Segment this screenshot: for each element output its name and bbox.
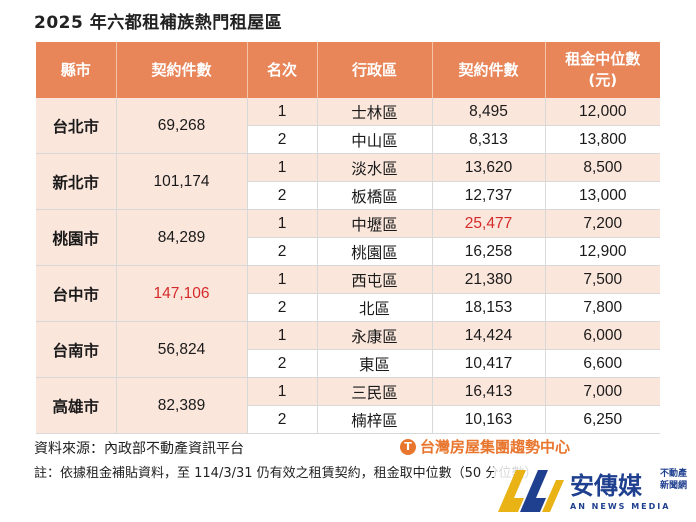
district-count-cell: 16,413 bbox=[432, 377, 546, 406]
county-cell: 台中市 bbox=[36, 265, 117, 322]
brand-logo-icon: T bbox=[400, 438, 416, 455]
table-row: 2 楠梓區 10,163 6,250 bbox=[36, 405, 660, 434]
district-cell: 中山區 bbox=[317, 125, 433, 154]
rank-cell: 2 bbox=[247, 125, 318, 154]
median-rent-cell: 6,000 bbox=[545, 321, 660, 350]
media-logo-side: 不動產 新聞網 bbox=[660, 469, 688, 491]
header-district-count: 契約件數 bbox=[432, 42, 546, 98]
median-rent-cell: 8,500 bbox=[545, 153, 660, 182]
district-cell: 三民區 bbox=[317, 377, 433, 406]
rank-cell: 2 bbox=[247, 237, 318, 266]
media-logo-mark-icon bbox=[498, 470, 564, 512]
rank-cell: 1 bbox=[247, 98, 318, 126]
district-count-cell: 14,424 bbox=[432, 321, 546, 350]
media-logo-sub: AN NEWS MEDIA bbox=[570, 502, 671, 511]
header-district: 行政區 bbox=[317, 42, 433, 98]
table-row: 桃園市 84,289 1 中壢區 25,477 7,200 bbox=[36, 209, 660, 266]
district-cell: 楠梓區 bbox=[317, 405, 433, 434]
district-cell: 東區 bbox=[317, 349, 433, 378]
county-cell: 高雄市 bbox=[36, 377, 117, 434]
median-rent-cell: 13,000 bbox=[545, 181, 660, 210]
county-total-cell: 147,106 bbox=[116, 265, 248, 322]
district-count-cell: 10,417 bbox=[432, 349, 546, 378]
county-total-cell: 69,268 bbox=[116, 98, 248, 154]
district-count-cell: 25,477 bbox=[432, 209, 546, 238]
district-count-cell: 13,620 bbox=[432, 153, 546, 182]
median-rent-cell: 7,500 bbox=[545, 265, 660, 294]
rank-cell: 2 bbox=[247, 181, 318, 210]
median-rent-cell: 13,800 bbox=[545, 125, 660, 154]
district-cell: 永康區 bbox=[317, 321, 433, 350]
header-total-count: 契約件數 bbox=[116, 42, 248, 98]
table-row: 2 桃園區 16,258 12,900 bbox=[36, 237, 660, 266]
footnote: 註：依據租金補貼資料，至 114/3/31 仍有效之租賃契約，租金取中位數（50… bbox=[34, 466, 538, 481]
district-count-cell: 18,153 bbox=[432, 293, 546, 322]
table-row: 2 中山區 8,313 13,800 bbox=[36, 125, 660, 154]
district-count-cell: 21,380 bbox=[432, 265, 546, 294]
rank-cell: 1 bbox=[247, 265, 318, 294]
rank-cell: 2 bbox=[247, 349, 318, 378]
median-rent-cell: 6,250 bbox=[545, 405, 660, 434]
county-total-cell: 56,824 bbox=[116, 321, 248, 378]
header-row: 縣市 契約件數 名次 行政區 契約件數 租金中位數 (元) bbox=[36, 42, 660, 98]
rank-cell: 1 bbox=[247, 209, 318, 238]
district-cell: 北區 bbox=[317, 293, 433, 322]
table-row: 2 北區 18,153 7,800 bbox=[36, 293, 660, 322]
district-cell: 桃園區 bbox=[317, 237, 433, 266]
table-row: 新北市 101,174 1 淡水區 13,620 8,500 bbox=[36, 153, 660, 210]
table-row: 高雄市 82,389 1 三民區 16,413 7,000 bbox=[36, 377, 660, 434]
median-rent-cell: 12,000 bbox=[545, 98, 660, 126]
rank-cell: 1 bbox=[247, 153, 318, 182]
rent-table: 縣市 契約件數 名次 行政區 契約件數 租金中位數 (元) 台北市 69,268 1… bbox=[36, 42, 660, 434]
source-note: 資料來源：內政部不動產資訊平台 bbox=[34, 441, 244, 457]
rank-cell: 1 bbox=[247, 377, 318, 406]
rank-cell: 2 bbox=[247, 405, 318, 434]
brand-label: T 台灣房屋集團趨勢中心 bbox=[400, 436, 570, 457]
brand-text: 台灣房屋集團趨勢中心 bbox=[420, 438, 571, 456]
median-rent-cell: 7,000 bbox=[545, 377, 660, 406]
county-cell: 台南市 bbox=[36, 321, 117, 378]
county-total-cell: 84,289 bbox=[116, 209, 248, 266]
header-county: 縣市 bbox=[36, 42, 117, 98]
district-count-cell: 8,495 bbox=[432, 98, 546, 126]
median-rent-cell: 6,600 bbox=[545, 349, 660, 378]
county-total-cell: 82,389 bbox=[116, 377, 248, 434]
table-row: 2 板橋區 12,737 13,000 bbox=[36, 181, 660, 210]
media-logo-name: 安傳媒 bbox=[570, 472, 642, 500]
page-title: 2025 年六都租補族熱門租屋區 bbox=[34, 13, 283, 33]
media-logo: 安傳媒 不動產 新聞網 AN NEWS MEDIA bbox=[494, 460, 694, 520]
district-cell: 淡水區 bbox=[317, 153, 433, 182]
district-cell: 中壢區 bbox=[317, 209, 433, 238]
median-rent-cell: 12,900 bbox=[545, 237, 660, 266]
county-cell: 桃園市 bbox=[36, 209, 117, 266]
rank-cell: 1 bbox=[247, 321, 318, 350]
header-median-rent: 租金中位數 (元) bbox=[545, 42, 660, 98]
district-count-cell: 16,258 bbox=[432, 237, 546, 266]
county-cell: 台北市 bbox=[36, 98, 117, 154]
header-rank: 名次 bbox=[247, 42, 318, 98]
table-row: 台中市 147,106 1 西屯區 21,380 7,500 bbox=[36, 265, 660, 322]
district-cell: 西屯區 bbox=[317, 265, 433, 294]
district-count-cell: 10,163 bbox=[432, 405, 546, 434]
district-count-cell: 8,313 bbox=[432, 125, 546, 154]
rank-cell: 2 bbox=[247, 293, 318, 322]
table-row: 台南市 56,824 1 永康區 14,424 6,000 bbox=[36, 321, 660, 378]
district-cell: 板橋區 bbox=[317, 181, 433, 210]
district-count-cell: 12,737 bbox=[432, 181, 546, 210]
median-rent-cell: 7,200 bbox=[545, 209, 660, 238]
table-row: 台北市 69,268 1 士林區 8,495 12,000 bbox=[36, 98, 660, 154]
county-total-cell: 101,174 bbox=[116, 153, 248, 210]
median-rent-cell: 7,800 bbox=[545, 293, 660, 322]
county-cell: 新北市 bbox=[36, 153, 117, 210]
district-cell: 士林區 bbox=[317, 98, 433, 126]
table-row: 2 東區 10,417 6,600 bbox=[36, 349, 660, 378]
